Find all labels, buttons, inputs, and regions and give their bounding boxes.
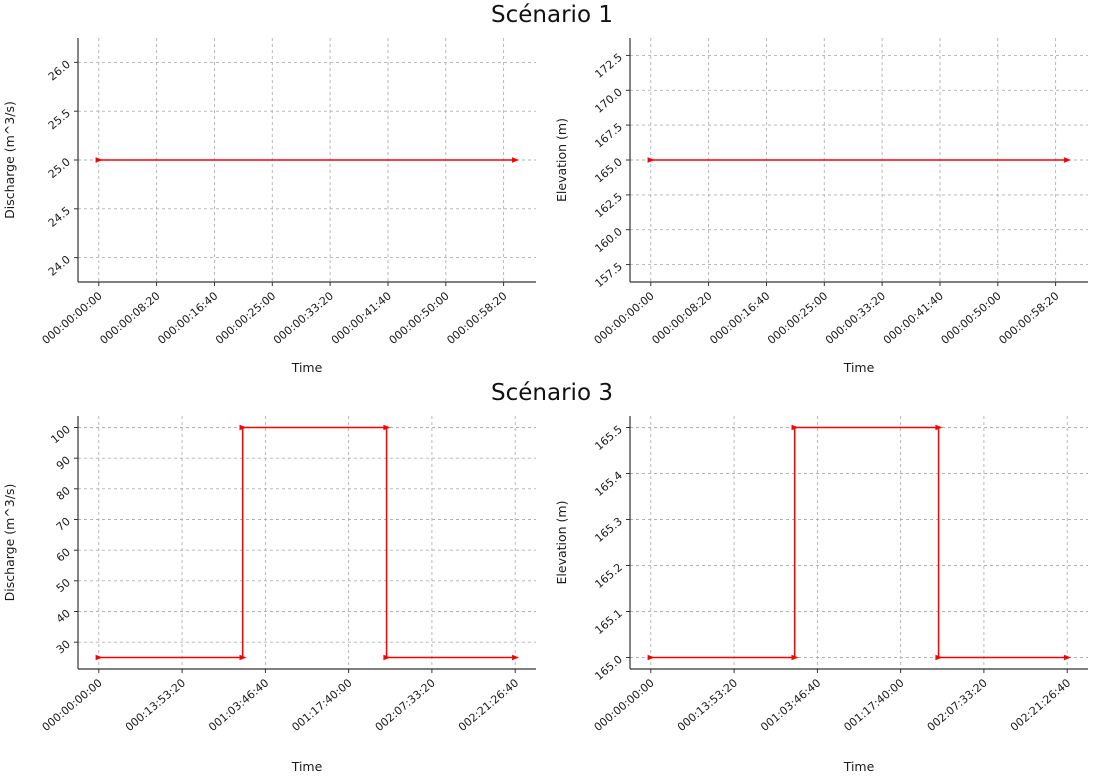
x-tick-label: 000:00:41:40 [329, 289, 394, 347]
y-tick-label: 165.3 [592, 515, 624, 545]
x-tick-label: 000:00:16:40 [155, 289, 220, 347]
y-tick-label: 26.0 [46, 58, 73, 84]
x-tick-label: 000:00:50:00 [939, 289, 1004, 347]
scenario-1-title: Scénario 1 [491, 2, 613, 28]
data-marker [935, 654, 943, 661]
y-tick-label: 70 [54, 515, 73, 534]
data-marker [647, 157, 655, 163]
y-axis-label: Elevation (m) [554, 118, 569, 202]
x-tick-label: 000:00:33:20 [271, 289, 336, 347]
data-marker [647, 654, 655, 661]
x-tick-label: 000:00:25:00 [765, 289, 830, 347]
data-marker [239, 424, 247, 431]
data-marker [95, 654, 103, 661]
data-marker [383, 654, 391, 661]
x-axis-label: Time [843, 360, 875, 375]
x-tick-label: 000:00:41:40 [881, 289, 946, 347]
data-line [98, 426, 516, 659]
x-tick-label: 000:00:00:00 [40, 676, 105, 734]
y-tick-label: 60 [54, 546, 73, 565]
x-tick-label: 002:07:33:20 [373, 676, 438, 734]
y-axis-label: Elevation (m) [554, 501, 569, 585]
x-tick-label: 000:00:00:00 [40, 289, 105, 347]
y-tick-label: 100 [48, 423, 72, 446]
chart-scenario1-elevation: 000:00:00:00 000:00:08:20 000:00:16:40 000:… [552, 30, 1104, 378]
x-tick-label: 000:00:50:00 [387, 289, 452, 347]
chart-scenario3-discharge: 000:00:00:00 000:13:53:20 001:03:46:40 001:… [0, 408, 552, 777]
chart-scenario3-elevation: 000:00:00:00 000:13:53:20 001:03:46:40 001:… [552, 408, 1104, 777]
chart-scenario1-discharge-svg: 000:00:00:00000:00:08:20000:00:16:40000:… [2, 38, 536, 375]
y-tick-label: 165.1 [592, 607, 624, 637]
y-tick-label: 170.0 [592, 86, 624, 116]
chart-scenario3-discharge-svg: 000:00:00:00 000:13:53:20 001:03:46:40 001:… [2, 416, 536, 774]
y-tick-label: 80 [54, 484, 73, 503]
y-tick-label: 157.5 [592, 260, 624, 290]
y-tick-label: 165.5 [592, 423, 624, 453]
x-tick-label: 001:17:40:00 [841, 676, 906, 734]
data-marker [383, 424, 391, 431]
y-tick-label: 90 [54, 454, 73, 473]
y-tick-label: 24.0 [46, 253, 73, 279]
x-tick-label: 000:00:33:20 [823, 289, 888, 347]
scenario-3-title: Scénario 3 [491, 380, 613, 406]
data-marker [512, 654, 519, 661]
x-axis-label: Time [843, 759, 875, 774]
x-tick-label: 000:00:00:00 [592, 289, 657, 347]
y-tick-label: 40 [54, 607, 73, 626]
y-tick-label: 25.0 [46, 155, 73, 181]
data-marker [1064, 654, 1071, 661]
x-tick-label: 000:00:00:00 [592, 676, 657, 734]
x-tick-label: 000:13:53:20 [123, 676, 188, 734]
y-tick-label: 172.5 [592, 51, 624, 81]
x-tick-label: 002:21:26:40 [1008, 676, 1073, 734]
x-tick-label: 000:00:58:20 [996, 289, 1061, 347]
y-tick-label: 165.0 [592, 155, 624, 185]
data-marker [512, 157, 519, 163]
x-axis-label: Time [291, 360, 323, 375]
data-marker [239, 654, 247, 661]
chart-scenario1-discharge: 000:00:00:00 000:00:08:20 000:00:16:40 000:… [0, 30, 552, 378]
y-tick-label: 165.4 [592, 469, 624, 499]
y-tick-label: 165.2 [592, 561, 624, 591]
x-tick-label: 002:07:33:20 [925, 676, 990, 734]
chart-scenario3-elevation-svg: 000:00:00:00 000:13:53:20 001:03:46:40 001:… [554, 416, 1088, 774]
x-tick-label: 000:00:08:20 [97, 289, 162, 347]
x-tick-label: 001:03:46:40 [758, 676, 823, 734]
y-tick-label: 165.0 [592, 653, 624, 683]
x-tick-label: 000:00:58:20 [444, 289, 509, 347]
y-tick-label: 167.5 [592, 120, 624, 150]
x-tick-label: 001:17:40:00 [289, 676, 354, 734]
x-axis-label: Time [291, 759, 323, 774]
x-tick-label: 000:00:25:00 [213, 289, 278, 347]
chart-scenario1-elevation-svg: 000:00:00:00000:00:08:20000:00:16:40000:… [554, 38, 1088, 375]
x-tick-label: 000:00:08:20 [649, 289, 714, 347]
x-tick-label: 001:03:46:40 [206, 676, 271, 734]
y-tick-label: 50 [54, 576, 73, 595]
x-tick-label: 002:21:26:40 [456, 676, 521, 734]
data-marker [935, 424, 943, 431]
y-axis-label: Discharge (m^3/s) [2, 101, 17, 219]
y-tick-label: 25.5 [46, 107, 73, 133]
data-line [650, 426, 1068, 659]
data-marker [791, 424, 799, 431]
x-tick-label: 000:00:16:40 [707, 289, 772, 347]
scenario-1-row: 000:00:00:00 000:00:08:20 000:00:16:40 000:… [0, 30, 1104, 378]
y-tick-label: 160.0 [592, 225, 624, 255]
y-tick-label: 162.5 [592, 190, 624, 220]
y-tick-label: 24.5 [46, 204, 73, 230]
x-tick-label: 000:13:53:20 [675, 676, 740, 734]
y-tick-label: 30 [54, 638, 73, 657]
y-axis-label: Discharge (m^3/s) [2, 484, 17, 602]
data-marker [791, 654, 799, 661]
scenario-3-row: 000:00:00:00 000:13:53:20 001:03:46:40 001:… [0, 408, 1104, 777]
data-marker [1064, 157, 1071, 163]
data-marker [95, 157, 103, 163]
